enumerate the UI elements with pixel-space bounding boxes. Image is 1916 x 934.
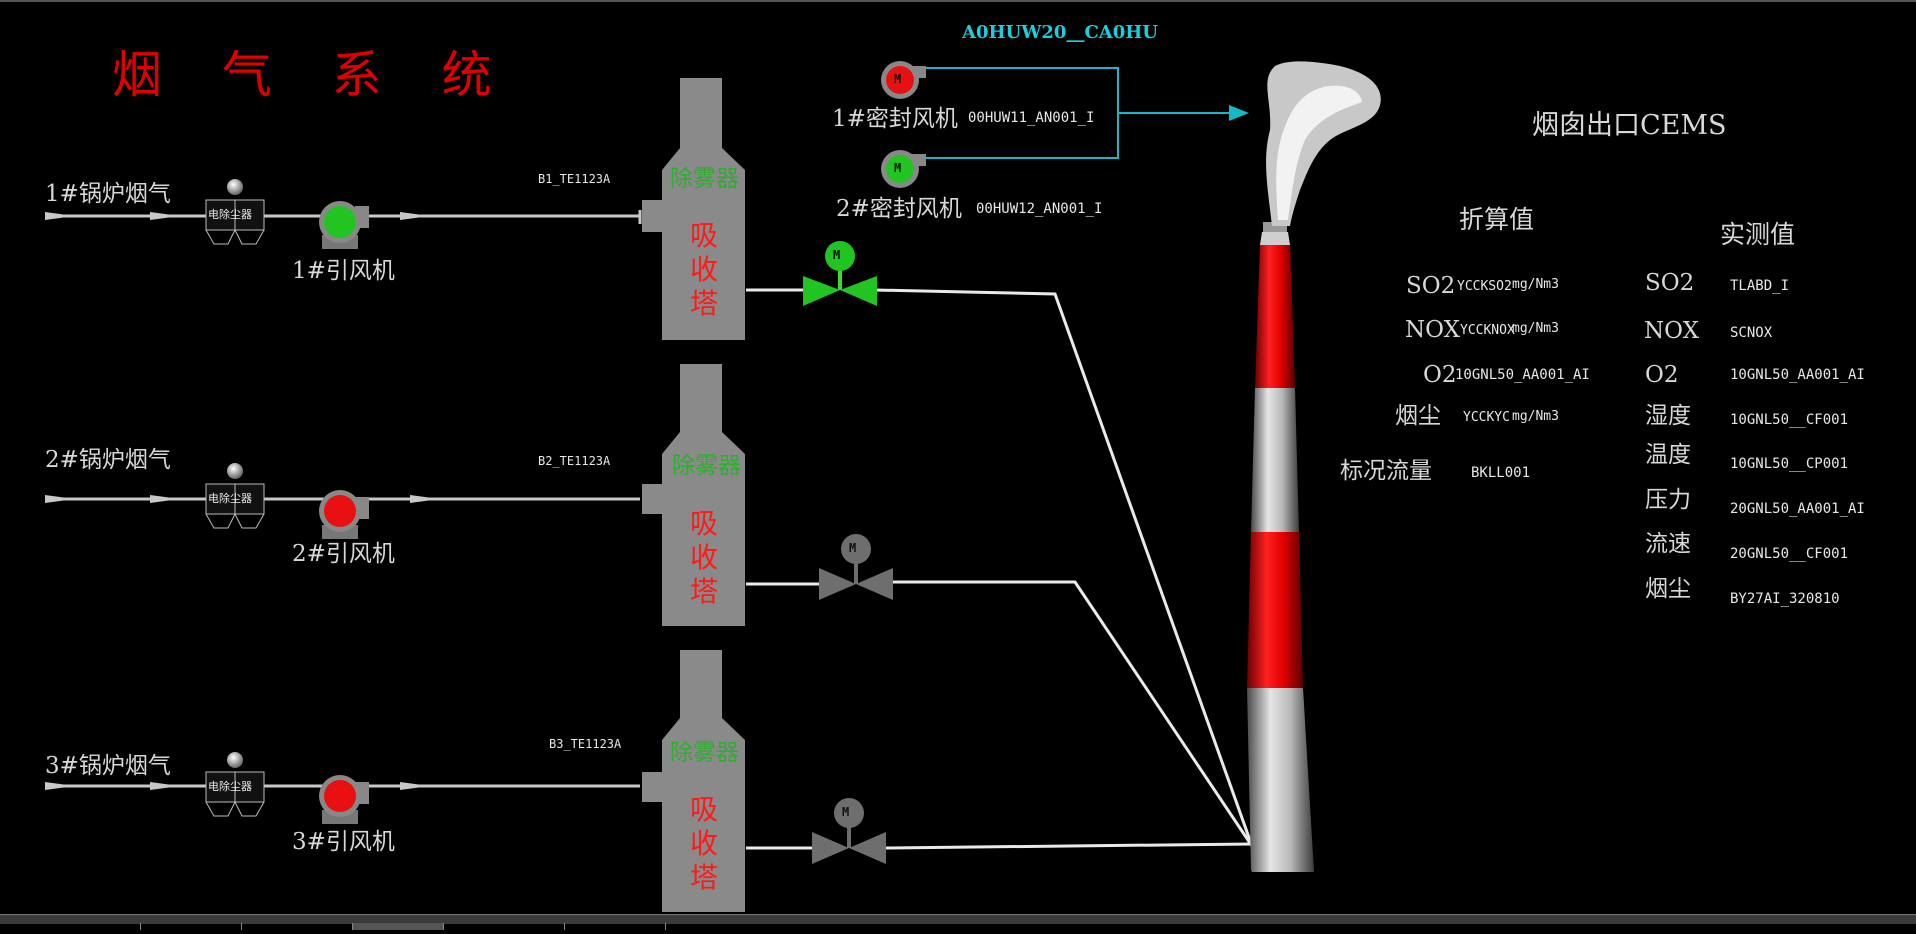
measured-tag-dust[interactable]: BY27AI_320810 [1730,591,1840,607]
converted-name-o2: O2 [1423,362,1457,388]
measured-name-dust: 烟尘 [1645,576,1691,602]
tower-3-char-2: 收 [690,827,719,860]
converted-tag-so2[interactable]: YCCKSO2 [1457,279,1512,294]
boiler-2-temp-tag[interactable]: B2_TE1123A [538,454,611,468]
page-title: 烟 气 系 统 [112,46,514,104]
measured-name-o2: O2 [1645,362,1679,388]
seal-fan-2-motor-letter: M [894,161,902,175]
taskbar-slot[interactable] [565,923,666,930]
esp-1[interactable] [205,179,265,245]
converted-name-nox: NOX [1405,317,1460,343]
top-header-tag[interactable]: A0HUW20__CA0HU [962,22,1158,43]
measured-name-flow-speed: 流速 [1645,531,1691,557]
measured-tag-so2[interactable]: TLABD_I [1730,278,1790,294]
damper-valve-3[interactable] [812,798,886,864]
measured-header: 实测值 [1720,220,1796,249]
seal-fan-1-label: 1#密封风机 [832,106,958,132]
esp-3-label: 电除尘器 [208,780,252,793]
boiler-3-gas-label: 3#锅炉烟气 [45,753,171,779]
damper-valve-2[interactable] [819,534,893,600]
tower-1-char-2: 收 [690,253,719,286]
tower-1-char-3: 塔 [690,287,719,320]
window-top-border [0,0,1916,2]
seal-fan-2-label: 2#密封风机 [836,196,962,222]
converted-tag-dust[interactable]: YCCKYC [1463,410,1510,425]
tower-2-char-3: 塔 [690,575,719,608]
measured-tag-humidity[interactable]: 10GNL50__CF001 [1730,412,1849,428]
taskbar-slot[interactable] [141,923,242,930]
converted-tag-std-flow[interactable]: BKLL001 [1471,465,1531,481]
tower-2-char-1: 吸 [690,507,719,540]
measured-name-so2: SO2 [1645,270,1695,296]
demister-2-label: 除雾器 [672,453,741,479]
taskbar-slot[interactable] [444,923,565,930]
esp-1-label: 电除尘器 [208,208,252,221]
measured-name-pressure: 压力 [1645,487,1691,513]
taskbar-slot[interactable] [242,923,353,930]
seal-fan-2-tag[interactable]: 00HUW12_AN001_I [976,201,1103,217]
seal-fan-1-motor-letter: M [894,72,902,86]
id-fan-2-label: 2#引风机 [292,541,395,567]
tower-3-char-1: 吸 [690,793,719,826]
tower-1-char-1: 吸 [690,219,719,252]
valve-2-motor-letter: M [849,541,857,555]
tower-2-char-2: 收 [690,541,719,574]
absorber-tower-1[interactable] [642,78,745,340]
tower-3-char-3: 塔 [690,861,719,894]
converted-name-dust: 烟尘 [1395,403,1441,429]
measured-tag-o2[interactable]: 10GNL50_AA001_AI [1730,367,1865,383]
smoke-plume [1266,61,1381,227]
demister-3-label: 除雾器 [670,740,739,766]
outlet-pipes [746,288,1254,850]
valve-3-motor-letter: M [842,805,850,819]
converted-tag-o2[interactable]: 10GNL50_AA001_AI [1455,367,1590,383]
measured-name-humidity: 湿度 [1645,403,1691,429]
measured-name-nox: NOX [1644,318,1699,344]
measured-name-temperature: 温度 [1645,442,1691,468]
converted-tag-nox[interactable]: YCCKNOX [1460,323,1515,338]
taskbar-slot[interactable] [0,923,141,930]
converted-unit-dust: mg/Nm3 [1512,409,1559,424]
converted-name-so2: SO2 [1406,273,1456,299]
id-fan-3-label: 3#引风机 [292,829,395,855]
converted-unit-so2: mg/Nm3 [1512,277,1559,292]
demister-1-label: 除雾器 [670,166,739,192]
id-fan-2[interactable] [319,490,369,539]
seal-fan-2[interactable] [881,150,926,188]
esp-2[interactable] [205,463,265,529]
boiler-1-gas-label: 1#锅炉烟气 [45,181,171,207]
esp-2-label: 电除尘器 [208,492,252,505]
converted-unit-nox: mg/Nm3 [1512,321,1559,336]
chimney-stack [1247,222,1314,872]
measured-tag-nox[interactable]: SCNOX [1730,325,1773,341]
converted-header: 折算值 [1459,205,1535,234]
damper-valve-1[interactable] [803,241,877,306]
seal-fan-1-tag[interactable]: 00HUW11_AN001_I [968,110,1095,126]
converted-name-std-flow: 标况流量 [1340,458,1432,484]
cems-title: 烟囱出口CEMS [1532,110,1727,141]
esp-3[interactable] [205,752,265,817]
id-fan-1-label: 1#引风机 [292,258,395,284]
boiler-3-temp-tag[interactable]: B3_TE1123A [549,737,622,751]
valve-1-motor-letter: M [833,248,841,262]
taskbar-slot[interactable] [353,923,444,930]
seal-air-lines [926,67,1249,159]
measured-tag-pressure[interactable]: 20GNL50_AA001_AI [1730,501,1865,517]
absorber-tower-3[interactable] [642,650,745,912]
measured-tag-flow-speed[interactable]: 20GNL50__CF001 [1730,546,1849,562]
boiler-1-temp-tag[interactable]: B1_TE1123A [538,172,611,186]
measured-tag-temperature[interactable]: 10GNL50__CP001 [1730,456,1849,472]
boiler-2-gas-label: 2#锅炉烟气 [45,447,171,473]
id-fan-1[interactable] [319,201,369,249]
absorber-tower-2[interactable] [642,364,745,626]
id-fan-3[interactable] [319,775,369,824]
seal-fan-1[interactable] [881,61,926,99]
